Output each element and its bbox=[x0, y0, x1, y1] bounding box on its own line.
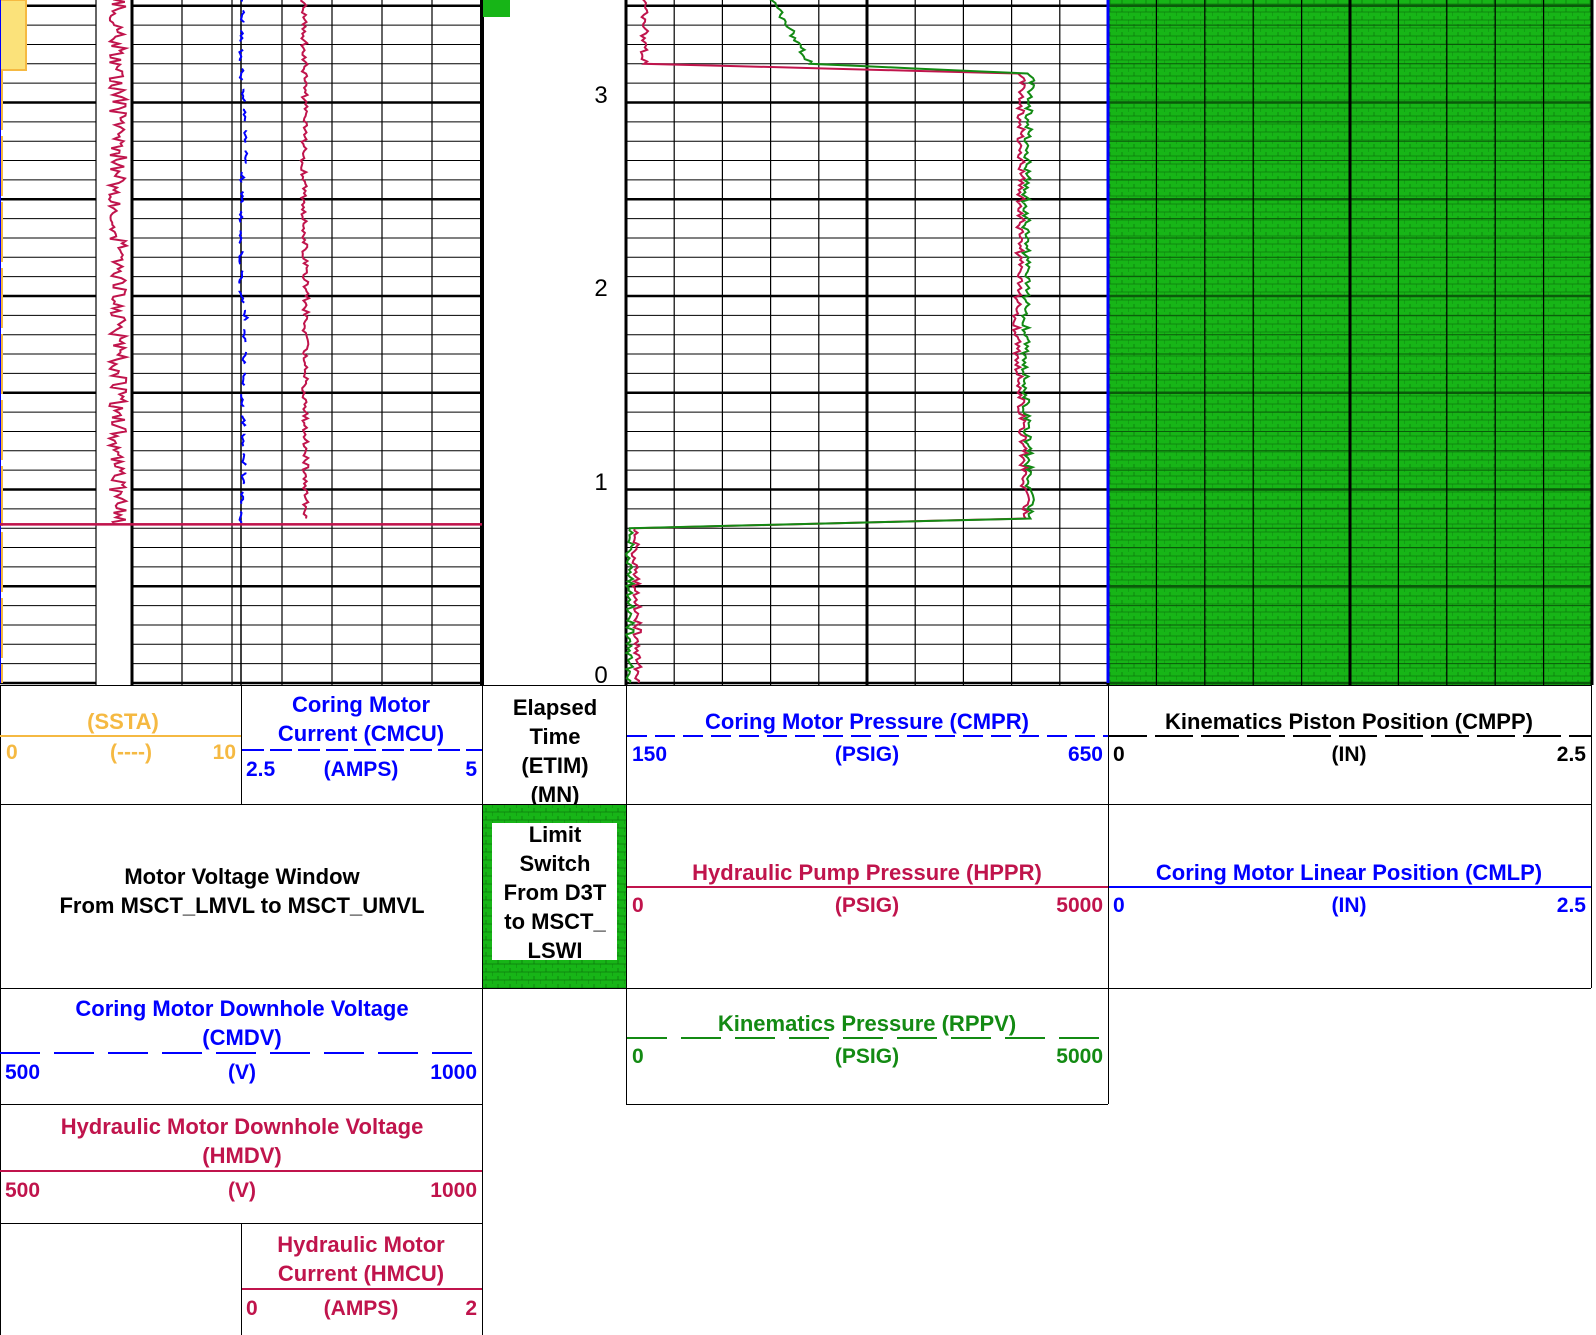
header-borders bbox=[0, 685, 1592, 1335]
curve-kinematics-pressure-rppv- bbox=[624, 0, 1036, 684]
cmcu-unit: (AMPS) bbox=[324, 758, 399, 781]
cmpp-right: 2.5 bbox=[1557, 743, 1587, 766]
hppr-left: 0 bbox=[632, 894, 644, 917]
depth-label-2: 2 bbox=[594, 275, 607, 302]
cmlp-unit: (IN) bbox=[1332, 894, 1367, 917]
ssta-left: 0 bbox=[6, 741, 18, 764]
right-track-grid bbox=[1106, 0, 1594, 685]
cmlp-right: 2.5 bbox=[1557, 894, 1587, 917]
limit-switch-line3: From D3T bbox=[504, 880, 607, 905]
voltage-window-line2: From MSCT_LMVL to MSCT_UMVL bbox=[59, 893, 424, 918]
hmdv-left: 500 bbox=[5, 1179, 40, 1202]
hmdv-title-2: (HMDV) bbox=[202, 1143, 281, 1168]
limit-switch-line2: Switch bbox=[520, 851, 591, 876]
cmpp-left: 0 bbox=[1113, 743, 1125, 766]
cmlp-left: 0 bbox=[1113, 894, 1125, 917]
etim-line1: Elapsed bbox=[513, 695, 597, 720]
hmcu-title-2: Current (HMCU) bbox=[278, 1261, 444, 1286]
hppr-right: 5000 bbox=[1056, 894, 1103, 917]
cmpr-unit: (PSIG) bbox=[835, 743, 899, 766]
cmpp-unit: (IN) bbox=[1332, 743, 1367, 766]
voltage-window-line1: Motor Voltage Window bbox=[124, 864, 360, 889]
limit-switch-line4: to MSCT_ bbox=[504, 909, 606, 934]
ssta-right: 10 bbox=[213, 741, 236, 764]
depth-label-0: 0 bbox=[594, 662, 607, 689]
hmdv-right: 1000 bbox=[430, 1179, 477, 1202]
depth-labels: 3 2 1 0 bbox=[594, 82, 607, 689]
hmdv-unit: (V) bbox=[228, 1179, 256, 1202]
cmdv-title-1: Coring Motor Downhole Voltage bbox=[75, 996, 408, 1021]
depth-label-3: 3 bbox=[594, 82, 607, 109]
cmpr-right: 650 bbox=[1068, 743, 1103, 766]
hmcu-left: 0 bbox=[246, 1297, 258, 1320]
cmcu-left: 2.5 bbox=[246, 758, 276, 781]
rppv-left: 0 bbox=[632, 1045, 644, 1068]
curve-layer bbox=[0, 0, 1110, 684]
rppv-right: 5000 bbox=[1056, 1045, 1103, 1068]
ssta-title: (SSTA) bbox=[87, 709, 159, 734]
limit-switch-label-bg bbox=[492, 823, 617, 960]
limit-switch-line1: Limit bbox=[529, 822, 582, 847]
hmcu-right: 2 bbox=[465, 1297, 477, 1320]
etim-line3: (ETIM) bbox=[521, 753, 588, 778]
etim-line2: Time bbox=[530, 724, 581, 749]
ssta-marker bbox=[0, 0, 27, 71]
ssta-curve bbox=[0, 0, 27, 683]
cmcu-right: 5 bbox=[465, 758, 477, 781]
cmpp-title: Kinematics Piston Position (CMPP) bbox=[1165, 709, 1533, 734]
grid-layer bbox=[0, 0, 1110, 685]
hmcu-title-1: Hydraulic Motor bbox=[277, 1232, 445, 1257]
cmpr-left: 150 bbox=[632, 743, 667, 766]
curve-hydraulic-motor-current-hmcu- bbox=[299, 0, 312, 519]
rppv-title: Kinematics Pressure (RPPV) bbox=[718, 1011, 1016, 1036]
curve-left-squiggle bbox=[105, 0, 131, 525]
hppr-title: Hydraulic Pump Pressure (HPPR) bbox=[692, 860, 1042, 885]
curve-hydraulic-pump-pressure-hppr- bbox=[630, 0, 1031, 684]
hppr-unit: (PSIG) bbox=[835, 894, 899, 917]
rppv-unit: (PSIG) bbox=[835, 1045, 899, 1068]
cmlp-title: Coring Motor Linear Position (CMLP) bbox=[1156, 860, 1542, 885]
hmdv-title-1: Hydraulic Motor Downhole Voltage bbox=[61, 1114, 424, 1139]
hmcu-unit: (AMPS) bbox=[324, 1297, 399, 1320]
cmpr-title: Coring Motor Pressure (CMPR) bbox=[705, 709, 1029, 734]
cmdv-title-2: (CMDV) bbox=[202, 1025, 281, 1050]
cmcu-title-1: Coring Motor bbox=[292, 692, 431, 717]
depth-label-1: 1 bbox=[594, 469, 607, 496]
ssta-unit: (----) bbox=[110, 741, 152, 764]
cmdv-unit: (V) bbox=[228, 1061, 256, 1084]
limit-switch-line5: LSWI bbox=[528, 938, 583, 963]
etim-line4: (MN) bbox=[531, 782, 580, 807]
curve-coring-motor-current-cmcu- bbox=[238, 0, 250, 525]
header-section: (SSTA) 0 (----) 10 Coring Motor Current … bbox=[0, 685, 1592, 1335]
cmcu-title-2: Current (CMCU) bbox=[278, 721, 444, 746]
limit-switch-indicator bbox=[483, 0, 510, 17]
cmdv-left: 500 bbox=[5, 1061, 40, 1084]
cmdv-right: 1000 bbox=[430, 1061, 477, 1084]
